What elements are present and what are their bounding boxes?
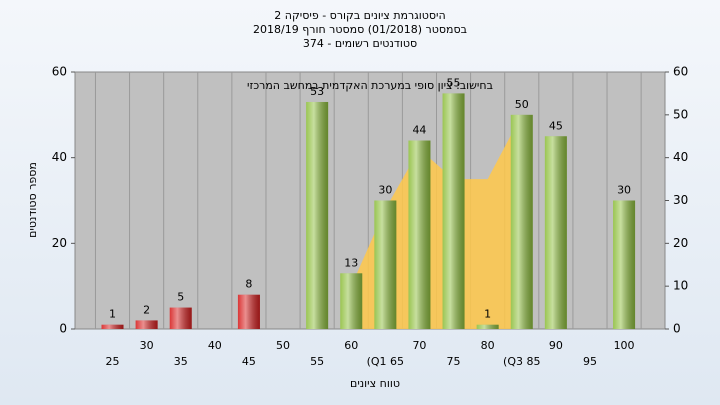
x-tick-label: 70 (412, 339, 426, 352)
bar-shine (237, 294, 260, 329)
title-line: היסטוגרמת ציונים בקורס - פיסיקה 2 (274, 9, 445, 22)
x-tick-label: 90 (549, 339, 563, 352)
value-label: 13 (344, 256, 358, 269)
y2-tick-label: 0 (673, 322, 681, 336)
bar-shine (340, 273, 363, 329)
x-tick-label: 75 (447, 355, 461, 368)
value-label: 44 (412, 124, 426, 137)
value-label: 45 (549, 119, 563, 132)
y-tick-label: 20 (52, 236, 67, 250)
bar-shine (476, 324, 499, 329)
x-tick-label: 80 (481, 339, 495, 352)
x-tick-label: (Q1 65 (367, 355, 404, 368)
x-tick-label: 30 (140, 339, 154, 352)
y2-tick-label: 30 (673, 193, 688, 207)
bar-shine (510, 114, 533, 329)
x-tick-label: 45 (242, 355, 256, 368)
bar-shine (544, 136, 567, 329)
y-axis-label: מספר סטודנטים (26, 162, 39, 238)
annotation: בחישוב: ציון סופי במערכת האקדמית במחשב ה… (247, 79, 493, 92)
bar-shine (306, 101, 329, 329)
bar-shine (408, 140, 431, 329)
bar-shine (374, 200, 397, 329)
value-label: 1 (484, 308, 491, 321)
bar-shine (169, 307, 192, 329)
x-tick-label: 95 (583, 355, 597, 368)
bar-shine (135, 320, 158, 329)
y2-tick-label: 20 (673, 236, 688, 250)
x-tick-label: (Q3 85 (503, 355, 540, 368)
x-tick-label: 40 (208, 339, 222, 352)
value-label: 5 (177, 291, 184, 304)
y2-tick-label: 60 (673, 65, 688, 79)
y-tick-label: 60 (52, 65, 67, 79)
bar-shine (613, 200, 636, 329)
value-label: 2 (143, 303, 150, 316)
y2-tick-label: 50 (673, 107, 688, 121)
bar-shine (442, 93, 465, 330)
value-label: 55 (447, 76, 461, 89)
title-line: סטודנטים רשומים - 374 (303, 37, 417, 50)
x-tick-label: 25 (106, 355, 120, 368)
y2-tick-label: 10 (673, 279, 688, 293)
x-tick-label: 50 (276, 339, 290, 352)
value-label: 50 (515, 98, 529, 111)
x-tick-label: 60 (344, 339, 358, 352)
bar-shine (101, 324, 124, 329)
value-label: 30 (617, 184, 631, 197)
value-label: 8 (245, 278, 252, 291)
y-tick-label: 40 (52, 150, 67, 164)
x-tick-label: 55 (310, 355, 324, 368)
y-tick-label: 0 (59, 322, 67, 336)
y2-tick-label: 40 (673, 150, 688, 164)
x-tick-label: 35 (174, 355, 188, 368)
value-label: 30 (378, 184, 392, 197)
value-label: 53 (310, 85, 324, 98)
x-tick-label: 100 (614, 339, 635, 352)
x-axis-label: טווח ציונים (350, 377, 400, 390)
title-line: בסמסטר (01/2018) סמסטר חורף 2018/19 (253, 23, 467, 36)
value-label: 1 (109, 308, 116, 321)
